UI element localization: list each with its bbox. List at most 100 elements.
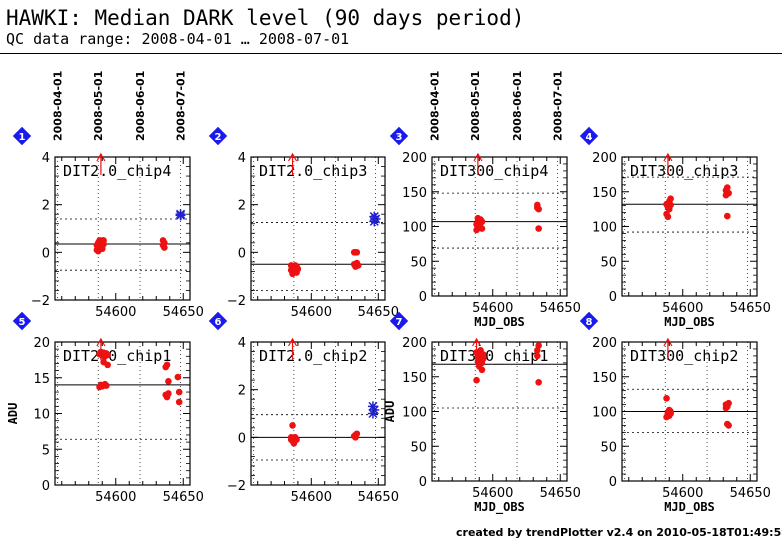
panel-badge: 3 — [389, 126, 409, 146]
panel-title: DIT300_chip3 — [630, 162, 738, 180]
x-tick-label: 54600 — [291, 490, 332, 505]
data-point — [163, 361, 171, 369]
badge-number: 6 — [215, 317, 222, 328]
data-point — [104, 361, 111, 369]
data-point — [174, 373, 182, 381]
data-point — [161, 239, 168, 247]
x-tick-label: 54650 — [358, 490, 399, 505]
outlier-stroke — [176, 210, 186, 220]
outlier-point — [175, 210, 186, 221]
outlier-point — [369, 404, 380, 415]
y-tick-label: 50 — [410, 440, 427, 455]
panel-badge: 8 — [579, 311, 599, 331]
date-tick-label: 2008-07-01 — [552, 71, 565, 141]
y-tick-label: 4 — [42, 151, 50, 166]
x-tick-label: 54650 — [163, 490, 204, 505]
data-point — [478, 225, 486, 232]
y-tick-label: 0 — [419, 475, 427, 490]
data-point — [104, 351, 111, 359]
arrow-head — [288, 337, 298, 347]
panel-title: DIT300_chip2 — [630, 347, 738, 365]
x-axis-label: MJD_OBS — [474, 315, 525, 330]
x-tick-label: 54650 — [358, 305, 399, 320]
arrow-head — [96, 152, 106, 162]
y-tick-label: 200 — [402, 336, 427, 351]
date-tick-label: 2008-05-01 — [469, 71, 482, 141]
y-tick-label: 0 — [42, 479, 50, 494]
y-tick-label: 200 — [402, 151, 427, 166]
data-point — [165, 390, 172, 397]
x-tick-label: 54600 — [472, 486, 513, 501]
badge-diamond — [208, 311, 228, 331]
y-tick-label: 0 — [42, 246, 50, 261]
x-tick-label: 54600 — [662, 486, 703, 501]
panel-badge: 5 — [12, 311, 32, 331]
data-point — [478, 366, 486, 374]
red-arrow-marker — [288, 337, 298, 360]
y-tick-label: 5 — [42, 443, 50, 458]
panel-badge: 4 — [579, 126, 599, 146]
x-tick-label: 54650 — [730, 301, 771, 316]
data-point — [354, 262, 362, 269]
panel-badge: 1 — [12, 126, 32, 146]
x-tick-label: 54600 — [291, 305, 332, 320]
red-arrow-marker — [288, 152, 298, 175]
data-point — [161, 244, 168, 251]
red-arrow-marker — [663, 152, 673, 175]
x-tick-label: 54650 — [730, 486, 771, 501]
panel-badge: 2 — [208, 126, 228, 146]
x-tick-label: 54650 — [540, 301, 581, 316]
y-tick-label: 2 — [238, 199, 246, 214]
panel-title: DIT2.0_chip2 — [259, 347, 367, 365]
panel-title: DIT2.0_chip1 — [63, 347, 171, 365]
panel-badge: 6 — [208, 311, 228, 331]
panel-title: DIT300_chip4 — [440, 162, 548, 180]
date-tick-label: 2008-06-01 — [511, 71, 524, 141]
plot-frame — [250, 341, 386, 486]
data-point — [175, 398, 183, 406]
badge-diamond — [389, 126, 409, 146]
data-point — [478, 218, 486, 225]
date-tick-label: 2008-06-01 — [134, 71, 147, 141]
date-tick-label: 2008-04-01 — [429, 71, 442, 141]
y-tick-label: 50 — [600, 255, 617, 270]
y-tick-label: 200 — [592, 336, 617, 351]
y-tick-label: 0 — [238, 246, 246, 261]
y-tick-label: 0 — [419, 290, 427, 305]
y-tick-label: 100 — [592, 406, 617, 421]
data-point — [535, 205, 542, 213]
badge-number: 7 — [396, 317, 403, 328]
data-point — [667, 201, 674, 209]
badge-diamond — [12, 126, 32, 146]
arrow-head — [663, 152, 673, 162]
x-tick-label: 54600 — [95, 305, 136, 320]
y-tick-label: 20 — [33, 336, 50, 351]
chart-panel-8: 54600 54650 0 50 100 150 200 MJD_OBS DIT300_chip… — [579, 311, 771, 515]
qc-data-range: QC data range: 2008-04-01 … 2008-07-01 — [6, 30, 350, 48]
chart-panel-7: 54600 54650 0 50 100 150 200 MJD_OBS ADU DIT300_c… — [383, 311, 581, 515]
y-tick-label: 0 — [238, 431, 246, 446]
y-tick-label: 4 — [238, 336, 246, 351]
y-tick-label: −2 — [31, 294, 50, 309]
data-point — [473, 376, 480, 384]
data-point — [725, 189, 732, 197]
y-tick-label: 150 — [402, 186, 427, 201]
panel-badge: 7 — [389, 311, 409, 331]
outlier-point — [370, 213, 381, 224]
x-tick-label: 54600 — [662, 301, 703, 316]
badge-diamond — [12, 311, 32, 331]
x-tick-label: 54600 — [95, 490, 136, 505]
red-arrow-marker — [96, 152, 106, 175]
arrow-head — [473, 152, 483, 162]
badge-diamond — [579, 311, 599, 331]
x-tick-label: 54600 — [472, 301, 513, 316]
data-point — [289, 422, 296, 429]
y-tick-label: 100 — [402, 406, 427, 421]
badge-number: 3 — [396, 132, 403, 143]
arrow-head — [663, 337, 673, 347]
data-point — [353, 249, 361, 256]
badge-number: 5 — [19, 317, 26, 328]
x-tick-label: 54650 — [540, 486, 581, 501]
header-divider — [0, 53, 782, 54]
x-axis-label: MJD_OBS — [474, 500, 525, 515]
